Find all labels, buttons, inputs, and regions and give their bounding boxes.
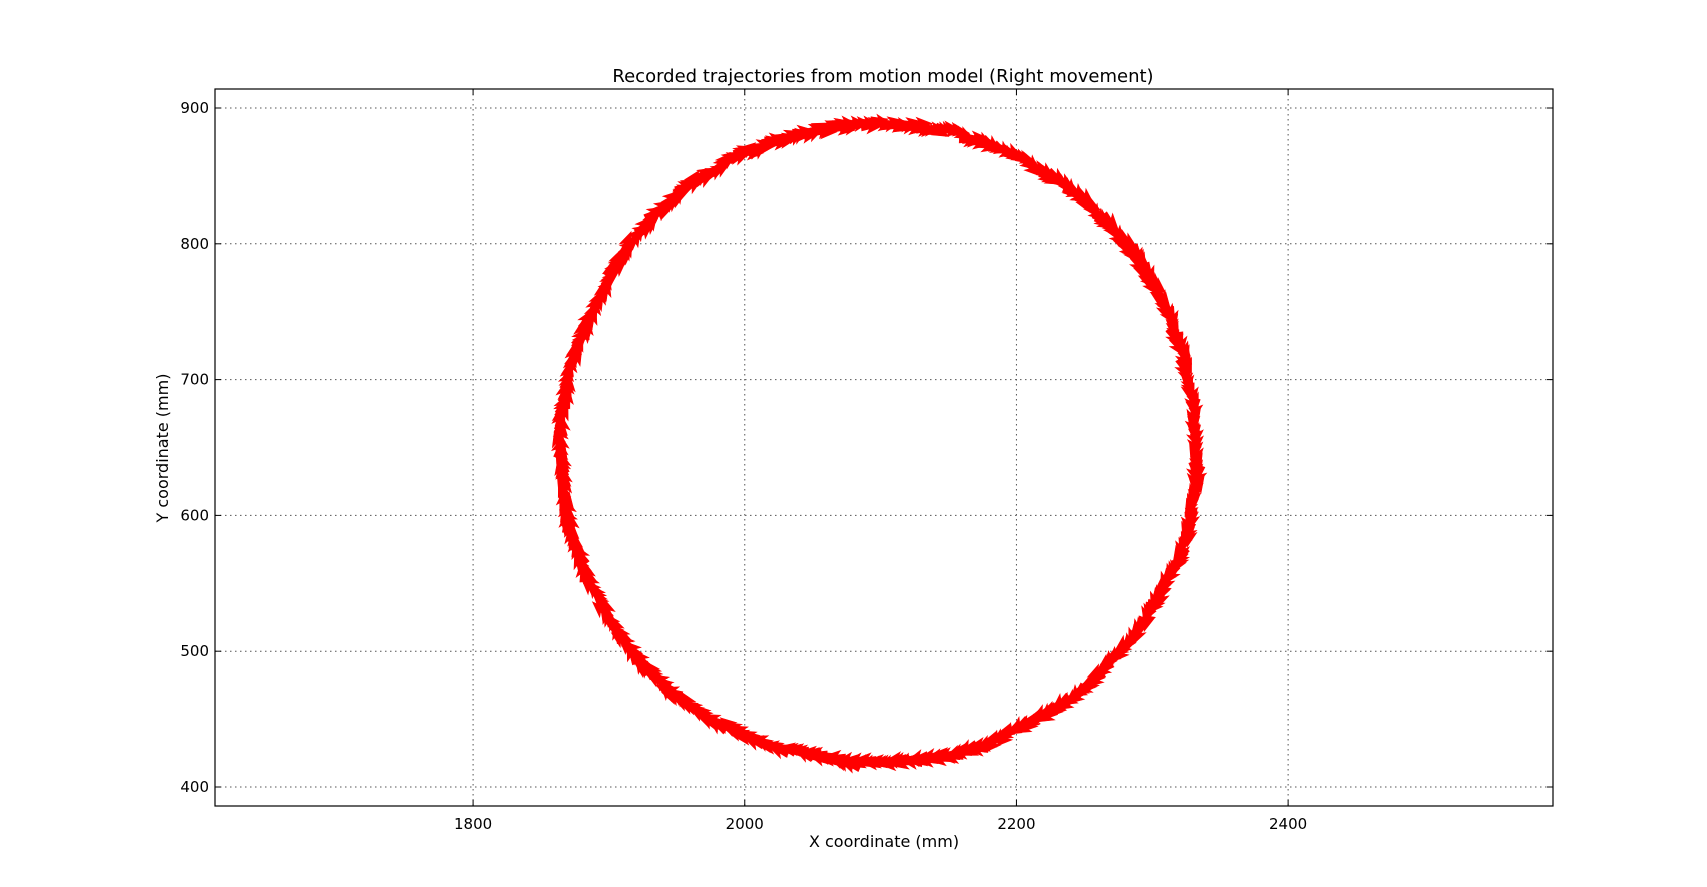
y-tick-label: 500 — [180, 642, 209, 660]
trajectory-series — [550, 113, 1208, 774]
y-tick-label: 900 — [180, 99, 209, 117]
y-tick-label: 800 — [180, 235, 209, 253]
y-axis-label: Y coordinate (mm) — [153, 374, 172, 524]
x-tick-label: 2000 — [726, 815, 764, 833]
x-axis-label: X coordinate (mm) — [809, 832, 959, 851]
trajectory-arrow-marker — [823, 749, 846, 764]
chart-title: Recorded trajectories from motion model … — [612, 66, 1153, 87]
grid-lines — [215, 89, 1553, 806]
x-tick-label: 1800 — [454, 815, 492, 833]
y-tick-label: 700 — [180, 371, 209, 389]
x-tick-label: 2400 — [1269, 815, 1307, 833]
y-tick-label: 400 — [180, 778, 209, 796]
trajectory-arrow-marker — [1186, 426, 1199, 449]
plot-area-frame — [214, 88, 1554, 807]
axis-ticks: 1800 2000 2200 2400 400 500 600 700 800 900 — [180, 89, 1553, 833]
x-tick-label: 2200 — [997, 815, 1035, 833]
y-tick-label: 600 — [180, 506, 209, 524]
